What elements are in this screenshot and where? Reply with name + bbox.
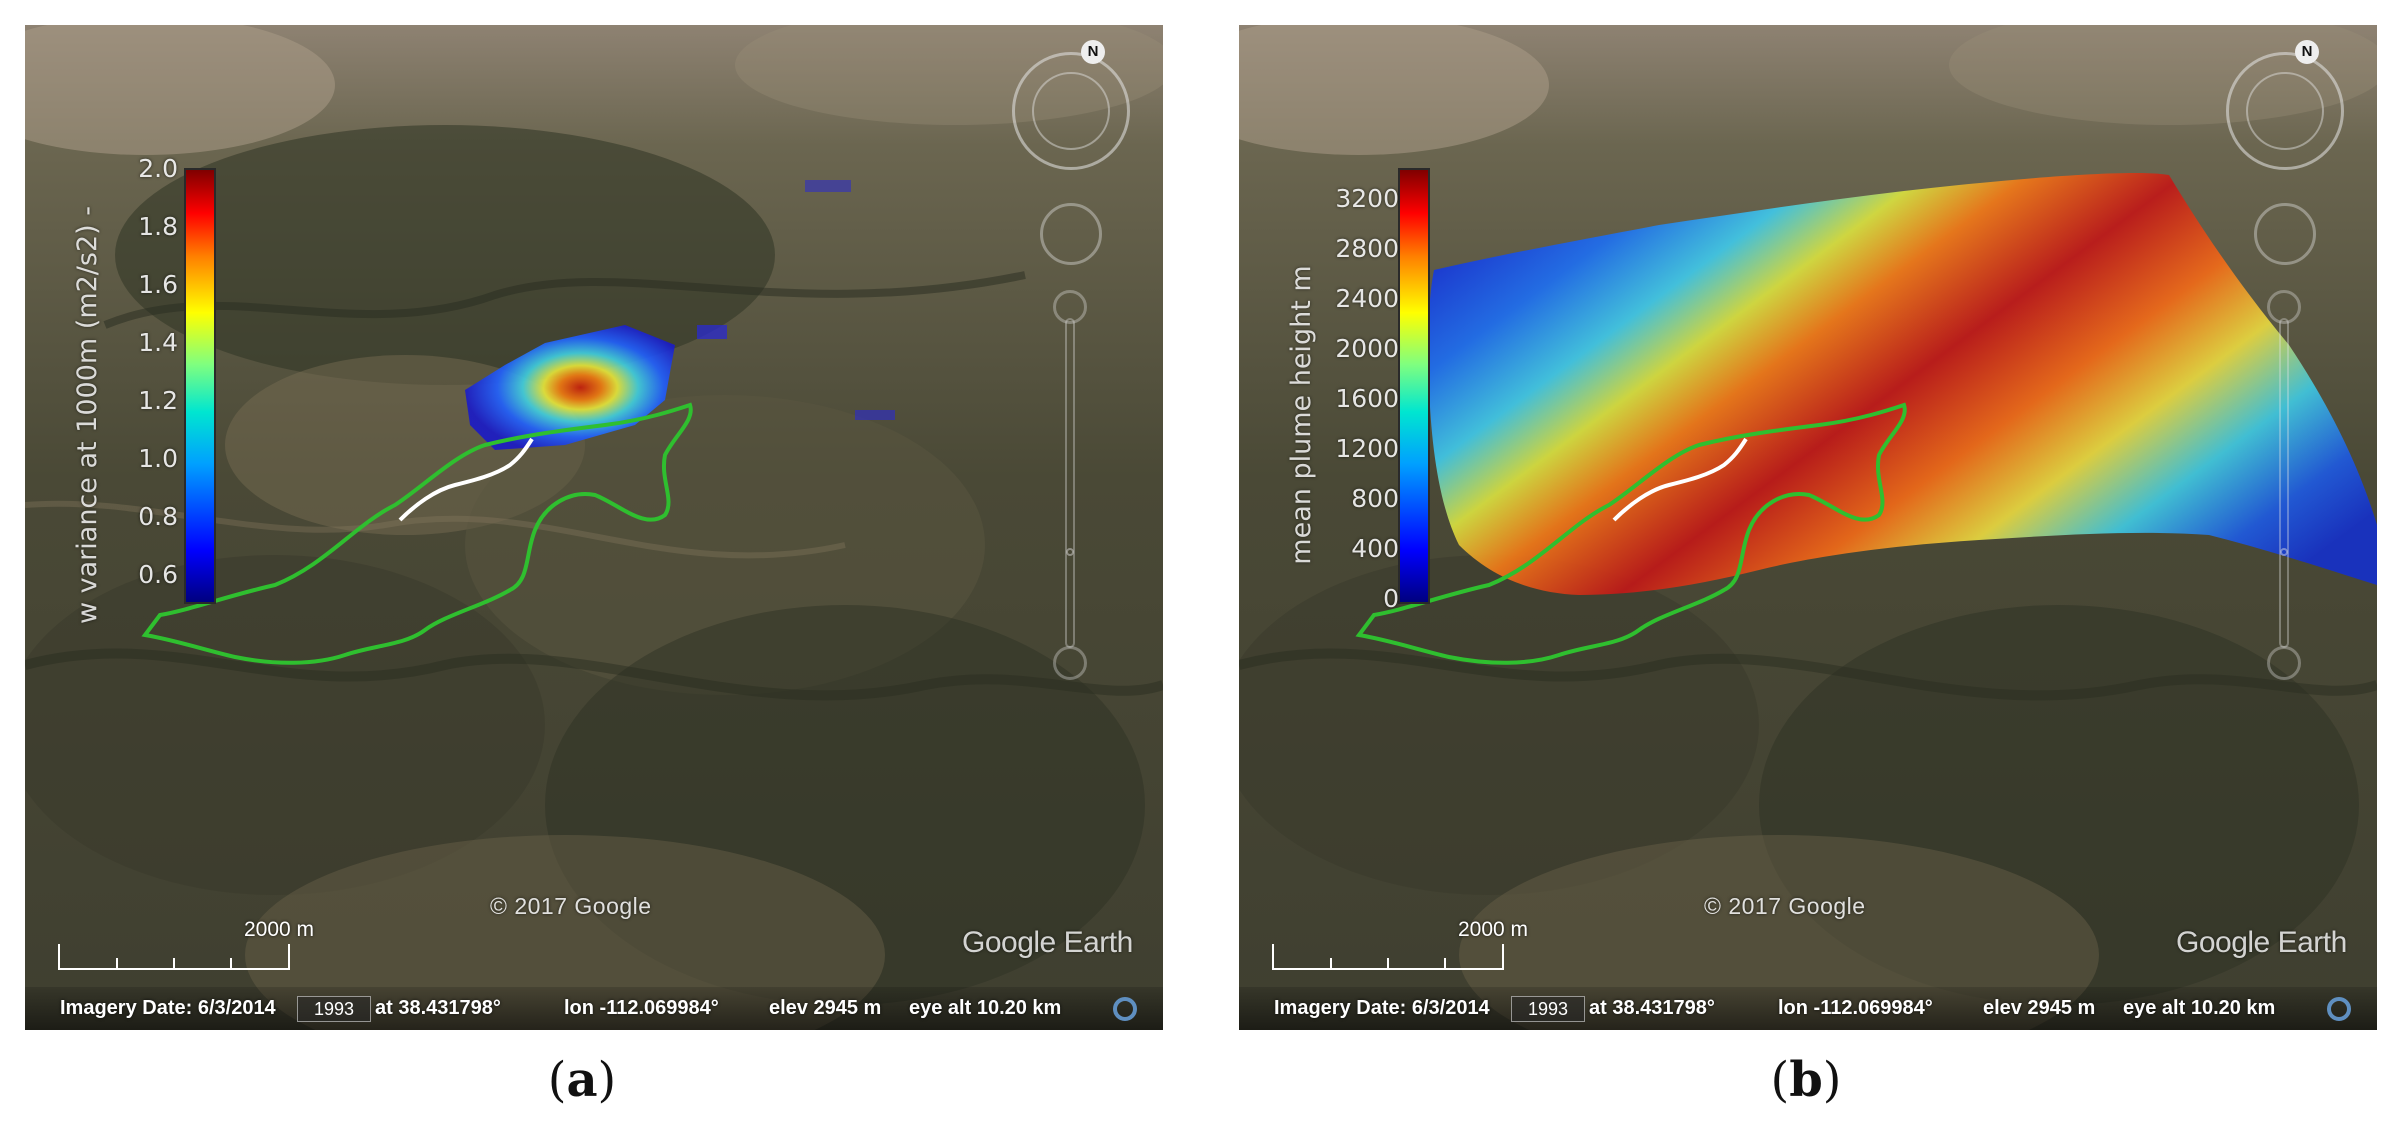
terrain-imagery xyxy=(25,25,1163,1030)
colorbar-title: w variance at 1000m (m2/s2) - xyxy=(72,206,103,625)
fire-perimeter-line xyxy=(141,402,693,665)
colorbar-tick: 0 xyxy=(1383,584,1399,613)
plume-height-overlay xyxy=(1428,173,2377,595)
elevation-readout: elev 2945 m xyxy=(1983,997,2096,1019)
fire-front-line xyxy=(398,437,534,522)
zoom-out-icon[interactable] xyxy=(2267,646,2301,680)
colorbar-tick: 2400 xyxy=(1335,284,1399,313)
longitude-readout: lon -112.069984° xyxy=(1778,997,1933,1019)
eye-altitude-readout: eye alt 10.20 km xyxy=(909,997,1062,1019)
scale-tick xyxy=(1387,958,1389,968)
streaming-status-icon xyxy=(2327,997,2351,1021)
fire-overlay xyxy=(141,402,693,665)
caption-letter: b xyxy=(1789,1052,1823,1108)
colorbar-tick: 0.6 xyxy=(138,560,178,589)
fire-front-line xyxy=(1612,437,1748,522)
google-earth-logo: Google Earth xyxy=(962,926,1133,959)
historical-imagery-year[interactable]: 1993 xyxy=(297,996,371,1022)
fire-perimeter-line xyxy=(1355,402,1907,665)
scale-tick xyxy=(230,958,232,968)
w-variance-overlay xyxy=(465,180,895,450)
copyright-text: © 2017 Google xyxy=(490,893,652,919)
streaming-status-icon xyxy=(1113,997,1137,1021)
colorbar-tick: 1600 xyxy=(1335,384,1399,413)
scale-bar xyxy=(1272,944,1504,970)
compass-inner-ring xyxy=(1032,72,1110,150)
status-bar: Imagery Date: 6/3/2014 1993 at 38.431798… xyxy=(25,987,1163,1030)
colorbar-tick: 1.6 xyxy=(138,270,178,299)
status-bar: Imagery Date: 6/3/2014 1993 at 38.431798… xyxy=(1239,987,2377,1030)
scale-label: 2000 m xyxy=(1458,918,1529,941)
colorbar-tick: 1200 xyxy=(1335,434,1399,463)
compass-inner-ring xyxy=(2246,72,2324,150)
panel-caption-a: (a) xyxy=(547,1052,617,1108)
colorbar-tick: 1.2 xyxy=(138,386,178,415)
scale-tick xyxy=(1444,958,1446,968)
longitude-readout: lon -112.069984° xyxy=(564,997,719,1019)
scale-tick xyxy=(116,958,118,968)
copyright-text: © 2017 Google xyxy=(1704,893,1866,919)
look-joystick[interactable] xyxy=(1040,203,1102,265)
north-up-button[interactable]: N xyxy=(1081,40,1105,64)
map-view-a[interactable]: w variance at 1000m (m2/s2) - 2.0 1.8 1.… xyxy=(25,25,1163,1030)
navigation-compass-ring[interactable] xyxy=(2226,52,2344,170)
colorbar xyxy=(184,168,216,604)
zoom-thumb[interactable] xyxy=(2280,548,2288,556)
scale-label: 2000 m xyxy=(244,918,315,941)
colorbar-tick: 800 xyxy=(1351,484,1399,513)
north-up-button[interactable]: N xyxy=(2295,40,2319,64)
zoom-track[interactable] xyxy=(1065,318,1075,648)
look-joystick[interactable] xyxy=(2254,203,2316,265)
colorbar-tick: 0.8 xyxy=(138,502,178,531)
colorbar-tick: 2800 xyxy=(1335,234,1399,263)
colorbar-tick: 2000 xyxy=(1335,334,1399,363)
colorbar-tick: 3200 xyxy=(1335,184,1399,213)
imagery-date: Imagery Date: 6/3/2014 xyxy=(60,997,276,1019)
eye-altitude-readout: eye alt 10.20 km xyxy=(2123,997,2276,1019)
scale-bar xyxy=(58,944,290,970)
colorbar-tick: 1.8 xyxy=(138,212,178,241)
latitude-readout: at 38.431798° xyxy=(1589,997,1715,1019)
zoom-out-icon[interactable] xyxy=(1053,646,1087,680)
zoom-thumb[interactable] xyxy=(1066,548,1074,556)
map-view-b[interactable]: mean plume height m 3200 2800 2400 2000 … xyxy=(1239,25,2377,1030)
colorbar-tick: 1.4 xyxy=(138,328,178,357)
latitude-readout: at 38.431798° xyxy=(375,997,501,1019)
scale-tick xyxy=(173,958,175,968)
colorbar xyxy=(1398,168,1430,604)
historical-imagery-year[interactable]: 1993 xyxy=(1511,996,1585,1022)
imagery-date: Imagery Date: 6/3/2014 xyxy=(1274,997,1490,1019)
colorbar-tick: 2.0 xyxy=(138,154,178,183)
fire-overlay xyxy=(1355,402,1907,665)
panel-caption-b: (b) xyxy=(1770,1052,1842,1108)
zoom-slider[interactable] xyxy=(1053,290,1087,680)
elevation-readout: elev 2945 m xyxy=(769,997,882,1019)
navigation-compass-ring[interactable] xyxy=(1012,52,1130,170)
caption-letter: a xyxy=(566,1052,598,1108)
zoom-track[interactable] xyxy=(2279,318,2289,648)
scale-tick xyxy=(1330,958,1332,968)
zoom-slider[interactable] xyxy=(2267,290,2301,680)
colorbar-tick: 1.0 xyxy=(138,444,178,473)
colorbar-tick: 400 xyxy=(1351,534,1399,563)
google-earth-logo: Google Earth xyxy=(2176,926,2347,959)
